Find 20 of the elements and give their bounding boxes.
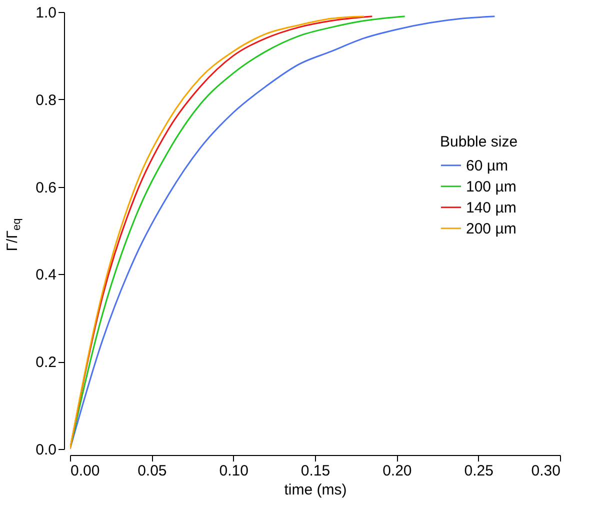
x-tick-label: 0.00 <box>70 462 100 480</box>
legend-title: Bubble size <box>440 133 518 150</box>
y-tick-label: 0.2 <box>36 354 56 372</box>
legend-label: 100 µm <box>466 178 516 196</box>
x-tick-label: 0.25 <box>464 462 494 480</box>
y-tick-label: 0.4 <box>36 266 56 284</box>
y-axis-title: Γ/Γeq <box>4 218 23 252</box>
legend-label: 60 µm <box>466 157 508 174</box>
y-tick-label: 0.0 <box>36 442 56 458</box>
legend-label: 140 µm <box>466 199 516 216</box>
x-tick-label: 0.10 <box>219 462 248 480</box>
x-tick-label: 0.30 <box>531 462 560 480</box>
y-tick-label: 0.6 <box>36 179 56 196</box>
y-tick-label: 0.8 <box>36 92 56 109</box>
x-tick-label: 0.05 <box>138 462 167 480</box>
x-axis-title: time (ms) <box>284 482 347 498</box>
legend-label: 200 µm <box>466 220 516 238</box>
y-tick-label: 1.0 <box>36 4 56 22</box>
x-tick-label: 0.15 <box>300 462 330 480</box>
x-tick-label: 0.20 <box>382 462 412 480</box>
